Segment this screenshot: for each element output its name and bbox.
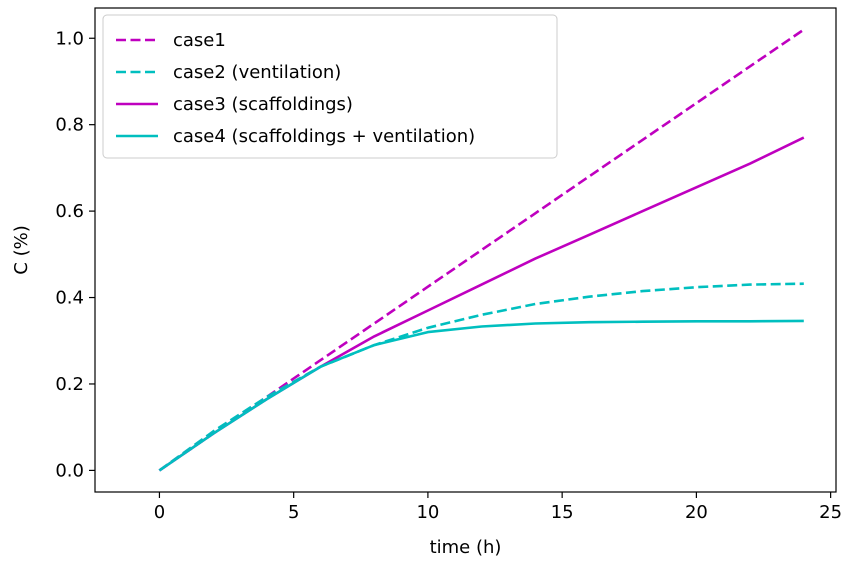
x-tick-label: 0: [154, 502, 165, 523]
x-axis-label: time (h): [430, 537, 502, 558]
legend-box: [102, 14, 558, 159]
series-line-4: [158, 319, 804, 472]
y-tick-label: 1.0: [55, 28, 84, 49]
series-line-3: [158, 136, 805, 472]
y-tick-label: 0.0: [55, 460, 84, 481]
legend-label: case2 (ventilation): [173, 62, 341, 83]
y-tick-label: 0.8: [55, 115, 84, 136]
series-lines: [158, 28, 805, 472]
legend-label: case3 (scaffoldings): [173, 94, 353, 115]
x-tick-label: 20: [685, 502, 708, 523]
legend: case1 case2 (ventilation) case3 (scaffoldi…: [102, 14, 558, 159]
x-axis: 0 5 10 15 20 25: [154, 492, 842, 523]
x-tick-label: 5: [288, 502, 299, 523]
x-tick-label: 15: [551, 502, 574, 523]
plot-frame: [94, 7, 837, 493]
x-tick-label: 25: [819, 502, 842, 523]
series-line-2: [158, 282, 804, 472]
y-tick-label: 0.6: [55, 201, 84, 222]
y-axis: 0.0 0.2 0.4 0.6 0.8 1.0: [55, 28, 95, 481]
y-tick-label: 0.4: [55, 288, 84, 309]
y-tick-label: 0.2: [55, 374, 84, 395]
y-axis-label: C (%): [11, 225, 32, 274]
x-tick-label: 10: [416, 502, 439, 523]
legend-label: case1: [173, 30, 226, 51]
legend-label: case4 (scaffoldings + ventilation): [173, 126, 475, 147]
